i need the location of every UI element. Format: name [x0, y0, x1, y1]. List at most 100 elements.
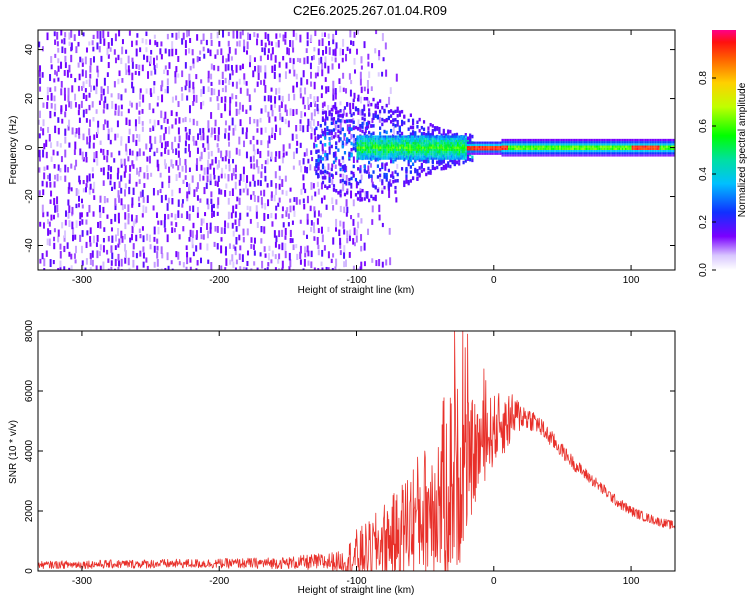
- heatmap-cell: [324, 118, 327, 124]
- heatmap-cell: [486, 150, 489, 153]
- heatmap-cell: [473, 150, 476, 153]
- heatmap-cell: [252, 70, 255, 78]
- heatmap-cell: [447, 157, 449, 160]
- heatmap-cell: [636, 152, 639, 155]
- heatmap-cell: [643, 149, 645, 153]
- heatmap-cell: [284, 104, 287, 113]
- heatmap-cell: [531, 145, 533, 148]
- heatmap-cell: [57, 47, 60, 53]
- heatmap-cell: [320, 182, 323, 190]
- heatmap-cell: [557, 154, 560, 157]
- heatmap-cell: [453, 146, 456, 149]
- heatmap-cell: [407, 155, 410, 158]
- heatmap-cell: [623, 143, 625, 146]
- heatmap-cell: [435, 137, 438, 140]
- heatmap-cell: [341, 113, 344, 118]
- heatmap-cell: [77, 109, 80, 116]
- heatmap-cell: [414, 155, 416, 158]
- heatmap-cell: [207, 77, 210, 83]
- heatmap-cell: [284, 243, 287, 251]
- heatmap-cell: [412, 139, 415, 143]
- heatmap-cell: [284, 175, 287, 182]
- heatmap-cell: [207, 143, 210, 151]
- heatmap-cell: [516, 143, 518, 146]
- heatmap-cell: [339, 109, 342, 113]
- heatmap-cell: [199, 198, 202, 203]
- heatmap-cell: [629, 143, 632, 146]
- heatmap-cell: [531, 152, 533, 155]
- heatmap-cell: [552, 141, 555, 144]
- heatmap-cell: [460, 139, 462, 143]
- heatmap-cell: [582, 145, 584, 148]
- heatmap-cell: [415, 155, 418, 158]
- heatmap-cell: [118, 238, 121, 245]
- heatmap-cell: [210, 73, 213, 80]
- heatmap-cell: [136, 167, 139, 175]
- heatmap-cell: [154, 69, 157, 75]
- heatmap-cell: [396, 172, 399, 177]
- heatmap-cell: [593, 149, 596, 153]
- heatmap-cell: [488, 145, 490, 149]
- heatmap-cell: [519, 149, 522, 153]
- heatmap-cell: [646, 138, 649, 142]
- heatmap-cell: [49, 110, 52, 119]
- heatmap-cell: [142, 205, 145, 213]
- heatmap-cell: [116, 120, 119, 128]
- heatmap-cell: [267, 199, 270, 207]
- heatmap-cell: [263, 189, 266, 197]
- heatmap-cell: [275, 42, 278, 48]
- heatmap-cell: [513, 141, 515, 144]
- heatmap-cell: [285, 62, 288, 69]
- heatmap-cell: [305, 148, 308, 157]
- heatmap-cell: [320, 56, 323, 64]
- heatmap-cell: [370, 175, 373, 183]
- heatmap-cell: [331, 63, 334, 70]
- heatmap-cell: [629, 145, 632, 148]
- heatmap-cell: [50, 190, 53, 197]
- heatmap-cell: [631, 145, 634, 148]
- heatmap-cell: [414, 139, 416, 143]
- heatmap-cell: [644, 138, 647, 142]
- heatmap-cell: [463, 150, 466, 154]
- heatmap-cell: [135, 234, 138, 242]
- heatmap-cell: [227, 222, 230, 229]
- heatmap-cell: [74, 234, 77, 240]
- heatmap-cell: [430, 144, 433, 147]
- heatmap-cell: [256, 38, 259, 46]
- heatmap-cell: [496, 152, 499, 155]
- heatmap-cell: [279, 127, 282, 136]
- heatmap-cell: [324, 62, 327, 69]
- heatmap-cell: [82, 109, 85, 118]
- heatmap-cell: [270, 259, 273, 264]
- heatmap-cell: [442, 144, 444, 147]
- heatmap-cell: [509, 149, 512, 153]
- heatmap-cell: [188, 128, 191, 135]
- heatmap-cell: [111, 100, 114, 109]
- heatmap-cell: [598, 141, 601, 144]
- heatmap-cell: [608, 141, 611, 144]
- heatmap-cell: [345, 180, 348, 186]
- heatmap-cell: [292, 30, 295, 37]
- heatmap-cell: [615, 147, 617, 150]
- heatmap-cell: [386, 139, 388, 143]
- heatmap-cell: [593, 145, 596, 148]
- heatmap-cell: [299, 219, 302, 224]
- heatmap-cell: [281, 179, 284, 188]
- heatmap-cell: [228, 243, 231, 249]
- heatmap-cell: [460, 146, 462, 149]
- heatmap-cell: [643, 145, 645, 148]
- heatmap-cell: [514, 147, 517, 150]
- heatmap-cell: [536, 147, 538, 150]
- heatmap-cell: [332, 237, 335, 245]
- heatmap-cell: [114, 234, 117, 242]
- heatmap-cell: [504, 147, 507, 150]
- heatmap-cell: [345, 53, 348, 62]
- heatmap-cell: [526, 152, 528, 155]
- heatmap-cell: [171, 41, 174, 49]
- heatmap-cell: [124, 244, 127, 252]
- heatmap-cell: [391, 139, 393, 143]
- heatmap-cell: [575, 147, 578, 150]
- heatmap-cell: [644, 143, 647, 146]
- heatmap-cell: [527, 143, 530, 146]
- heatmap-cell: [309, 93, 312, 99]
